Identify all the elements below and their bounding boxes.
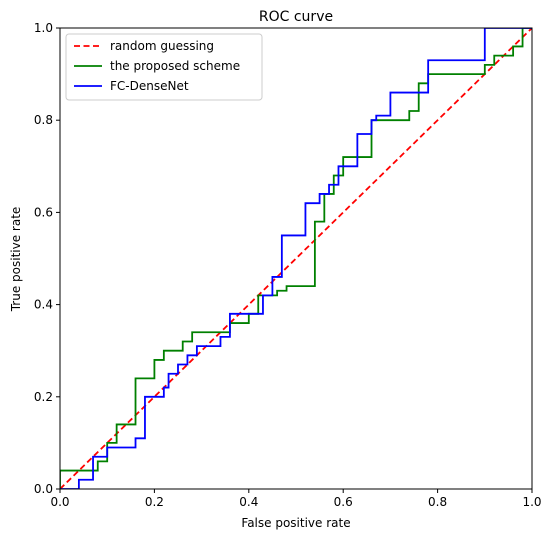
y-tick-label: 0.6 <box>34 205 53 219</box>
x-tick-label: 0.2 <box>145 495 164 509</box>
x-tick-label: 0.8 <box>428 495 447 509</box>
series-line-0 <box>60 28 532 489</box>
plot-area: 0.0 0.2 0.4 0.6 0.8 1.0 0.0 0.2 0.4 0.6 0.8 1.0 rand… <box>34 21 542 509</box>
y-tick-label: 0.8 <box>34 113 53 127</box>
y-axis-label: True positive rate <box>9 207 23 313</box>
series-line-2 <box>60 28 532 489</box>
legend-box <box>65 33 263 101</box>
legend-label-2: FC-DenseNet <box>110 79 189 93</box>
x-tick-label: 0.0 <box>50 495 69 509</box>
y-tick-label: 0.0 <box>34 482 53 496</box>
x-axis-label: False positive rate <box>241 516 350 530</box>
y-tick-label: 1.0 <box>34 21 53 35</box>
y-tick-label: 0.4 <box>34 298 53 312</box>
series-line-1 <box>60 28 532 489</box>
x-tick-label: 0.6 <box>334 495 353 509</box>
plot-frame <box>59 27 533 490</box>
legend-label-1: the proposed scheme <box>110 59 240 73</box>
x-tick-label: 1.0 <box>522 495 541 509</box>
legend-label-0: random guessing <box>110 39 214 53</box>
x-tick-label: 0.4 <box>239 495 258 509</box>
chart-title: ROC curve <box>259 9 333 25</box>
series-group <box>60 28 532 489</box>
y-tick-label: 0.2 <box>34 390 53 404</box>
legend: random guessing the proposed scheme FC-Den… <box>65 33 263 101</box>
